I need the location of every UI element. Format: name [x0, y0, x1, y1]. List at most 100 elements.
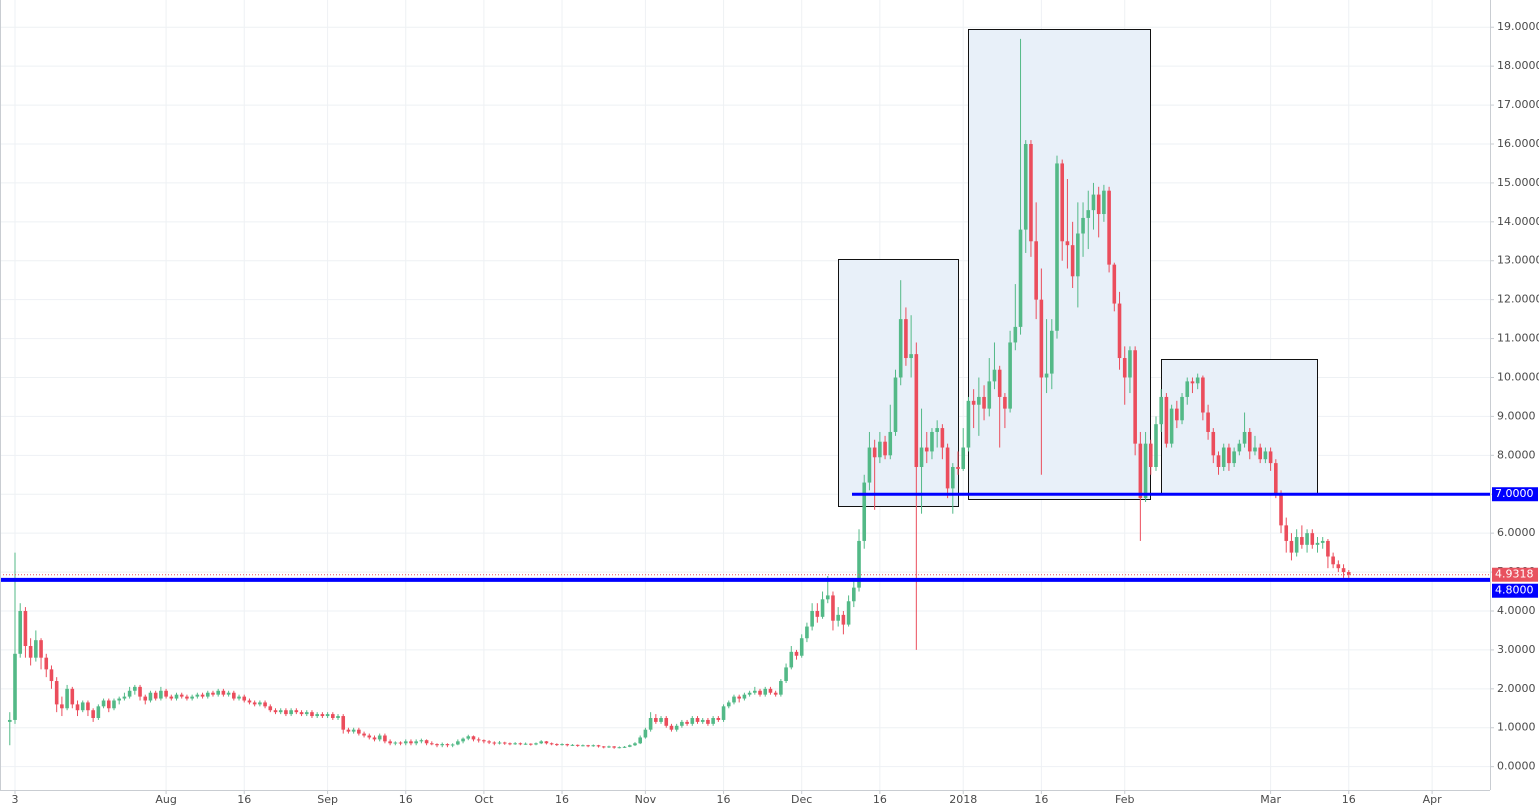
candle-body [1242, 431, 1247, 444]
candle-body [867, 447, 872, 483]
candle-body [575, 744, 580, 746]
candle-body [268, 706, 273, 711]
y-tick-label: 19.0000 [1497, 20, 1539, 33]
candle-body [1091, 194, 1096, 211]
candle-body [1175, 408, 1179, 421]
candle-body [992, 369, 997, 382]
candle-body [914, 354, 919, 467]
y-tick-label: 1.0000 [1497, 721, 1536, 734]
candle-body [414, 741, 418, 744]
candle-body [1039, 299, 1044, 378]
candle-body [711, 718, 715, 724]
candle-body [581, 745, 585, 747]
candle-body [409, 741, 413, 744]
candle-body [1049, 330, 1054, 374]
candle-body [685, 721, 689, 724]
candle-body [325, 714, 330, 717]
candle-body [570, 744, 575, 746]
candle-body [799, 638, 804, 656]
candle-body [695, 718, 700, 722]
candle-body [862, 482, 867, 541]
candle-body [362, 733, 366, 736]
candle-body [1018, 229, 1023, 327]
candle-body [544, 741, 549, 744]
candle-body [263, 702, 267, 707]
candle-body [1128, 350, 1132, 378]
candle-body [502, 742, 507, 744]
candle-body [1274, 463, 1278, 495]
candle-body [1164, 396, 1169, 444]
candle-body [331, 714, 335, 719]
candle-body [534, 743, 538, 745]
x-tick-label: 2018 [949, 793, 977, 806]
candle-body [185, 696, 189, 699]
candle-body [1122, 358, 1127, 378]
candle-body [586, 745, 590, 747]
candle-body [852, 587, 856, 602]
candle-body [872, 447, 877, 458]
candle-body [1117, 303, 1122, 359]
candle-body [726, 702, 731, 707]
candle-body [1180, 396, 1184, 421]
candle-body [612, 746, 616, 748]
x-tick-label: Dec [791, 793, 812, 806]
x-tick-label: 16 [873, 793, 887, 806]
x-tick-label: Nov [635, 793, 657, 806]
pattern-box [1161, 359, 1318, 494]
price-label: 4.8000 [1495, 584, 1534, 597]
candle-body [450, 744, 455, 746]
candle-body [1060, 163, 1065, 242]
candle-body [247, 700, 252, 703]
x-tick-label: 3 [12, 793, 19, 806]
candle-body [539, 741, 544, 744]
candle-body [216, 690, 220, 695]
candle-body [179, 694, 184, 697]
candle-body [341, 716, 346, 730]
candle-body [951, 466, 955, 489]
candle-body [1294, 537, 1299, 553]
candle-body [721, 706, 726, 720]
candle-body [966, 400, 971, 448]
candle-body [1211, 431, 1216, 456]
candle-body [1279, 494, 1283, 526]
y-tick-label: 13.0000 [1497, 254, 1539, 267]
candle-body [70, 688, 75, 705]
candle-body [1112, 264, 1117, 304]
y-tick-label: 18.0000 [1497, 59, 1539, 72]
candle-body [304, 712, 309, 715]
candle-body [1310, 533, 1315, 545]
candle-body [310, 712, 314, 717]
candle-body [716, 718, 721, 720]
candle-body [284, 710, 288, 715]
candle-body [763, 688, 768, 695]
y-tick-label: 11.0000 [1497, 332, 1539, 345]
pattern-box [968, 29, 1151, 500]
candle-body [753, 690, 757, 693]
candle-body [841, 614, 846, 625]
candle-body [372, 737, 377, 740]
candle-body [1034, 241, 1038, 300]
candle-body [492, 742, 497, 744]
candle-body [75, 704, 80, 711]
candle-body [1076, 233, 1080, 277]
last-price-label: 4.9318 [1495, 568, 1534, 581]
candle-body [1148, 443, 1153, 467]
candle-body [278, 710, 283, 713]
candle-body [1206, 412, 1210, 432]
candle-body [7, 719, 12, 722]
candle-body [351, 729, 356, 732]
y-tick-label: 6.0000 [1497, 526, 1536, 539]
candle-body [789, 651, 794, 668]
candle-body [138, 686, 142, 697]
candle-body [242, 696, 247, 701]
candle-body [508, 743, 512, 745]
last-price-bg [1492, 567, 1538, 582]
candle-body [91, 710, 95, 719]
candle-body [39, 640, 43, 658]
candle-body [133, 686, 137, 691]
candle-body [836, 614, 840, 621]
candle-body [1029, 143, 1033, 242]
y-tick-label: 0.0000 [1497, 760, 1536, 773]
candle-body [924, 447, 929, 452]
